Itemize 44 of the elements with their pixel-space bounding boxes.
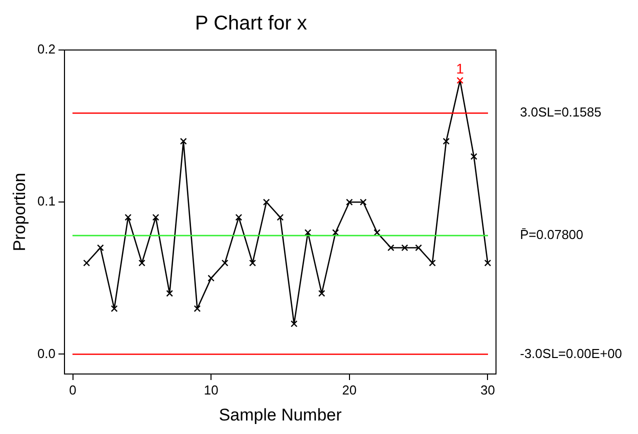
- point: [346, 198, 353, 206]
- y-tick-label: 0.0: [37, 346, 56, 361]
- point: [110, 305, 118, 312]
- point: [97, 244, 104, 252]
- y-axis-title: Proportion: [10, 172, 29, 252]
- x-tick-label: 0: [69, 382, 76, 398]
- point: [360, 198, 367, 206]
- x-axis-title: Sample Number: [218, 405, 342, 424]
- point: [304, 229, 312, 236]
- point: [166, 290, 174, 297]
- chart-title: P Chart for x: [195, 12, 307, 35]
- point: [401, 244, 408, 252]
- point: [442, 138, 450, 145]
- point: [262, 198, 270, 206]
- point: [83, 260, 90, 266]
- point: [208, 274, 215, 282]
- point: [249, 260, 256, 266]
- x-tick-label: 30: [480, 382, 495, 398]
- x-tick-label: 20: [342, 382, 357, 398]
- point: [470, 153, 478, 160]
- point: [374, 229, 380, 236]
- point: [235, 214, 242, 221]
- y-tick-label: 0.1: [37, 194, 56, 209]
- point: [415, 244, 422, 252]
- point: [152, 214, 160, 221]
- ref-line-label: -3.0SL=0.00E+00: [520, 346, 622, 361]
- point: [332, 229, 339, 236]
- point: [221, 260, 228, 266]
- point: [276, 214, 284, 221]
- ref-line-label: P̄=0.07800: [520, 227, 584, 242]
- point: [387, 244, 394, 252]
- point: [428, 260, 436, 266]
- point: [124, 214, 132, 221]
- point: [456, 76, 464, 84]
- point: [318, 290, 326, 297]
- ref-line-label: 3.0SL=0.1585: [520, 104, 602, 120]
- x-tick-label: 10: [204, 382, 218, 398]
- point: [180, 138, 187, 145]
- point: [484, 260, 492, 266]
- point: [194, 305, 201, 312]
- point: [290, 320, 298, 328]
- annotation: 1: [456, 60, 464, 76]
- point: [138, 260, 146, 266]
- y-tick-label: 0.2: [37, 42, 56, 57]
